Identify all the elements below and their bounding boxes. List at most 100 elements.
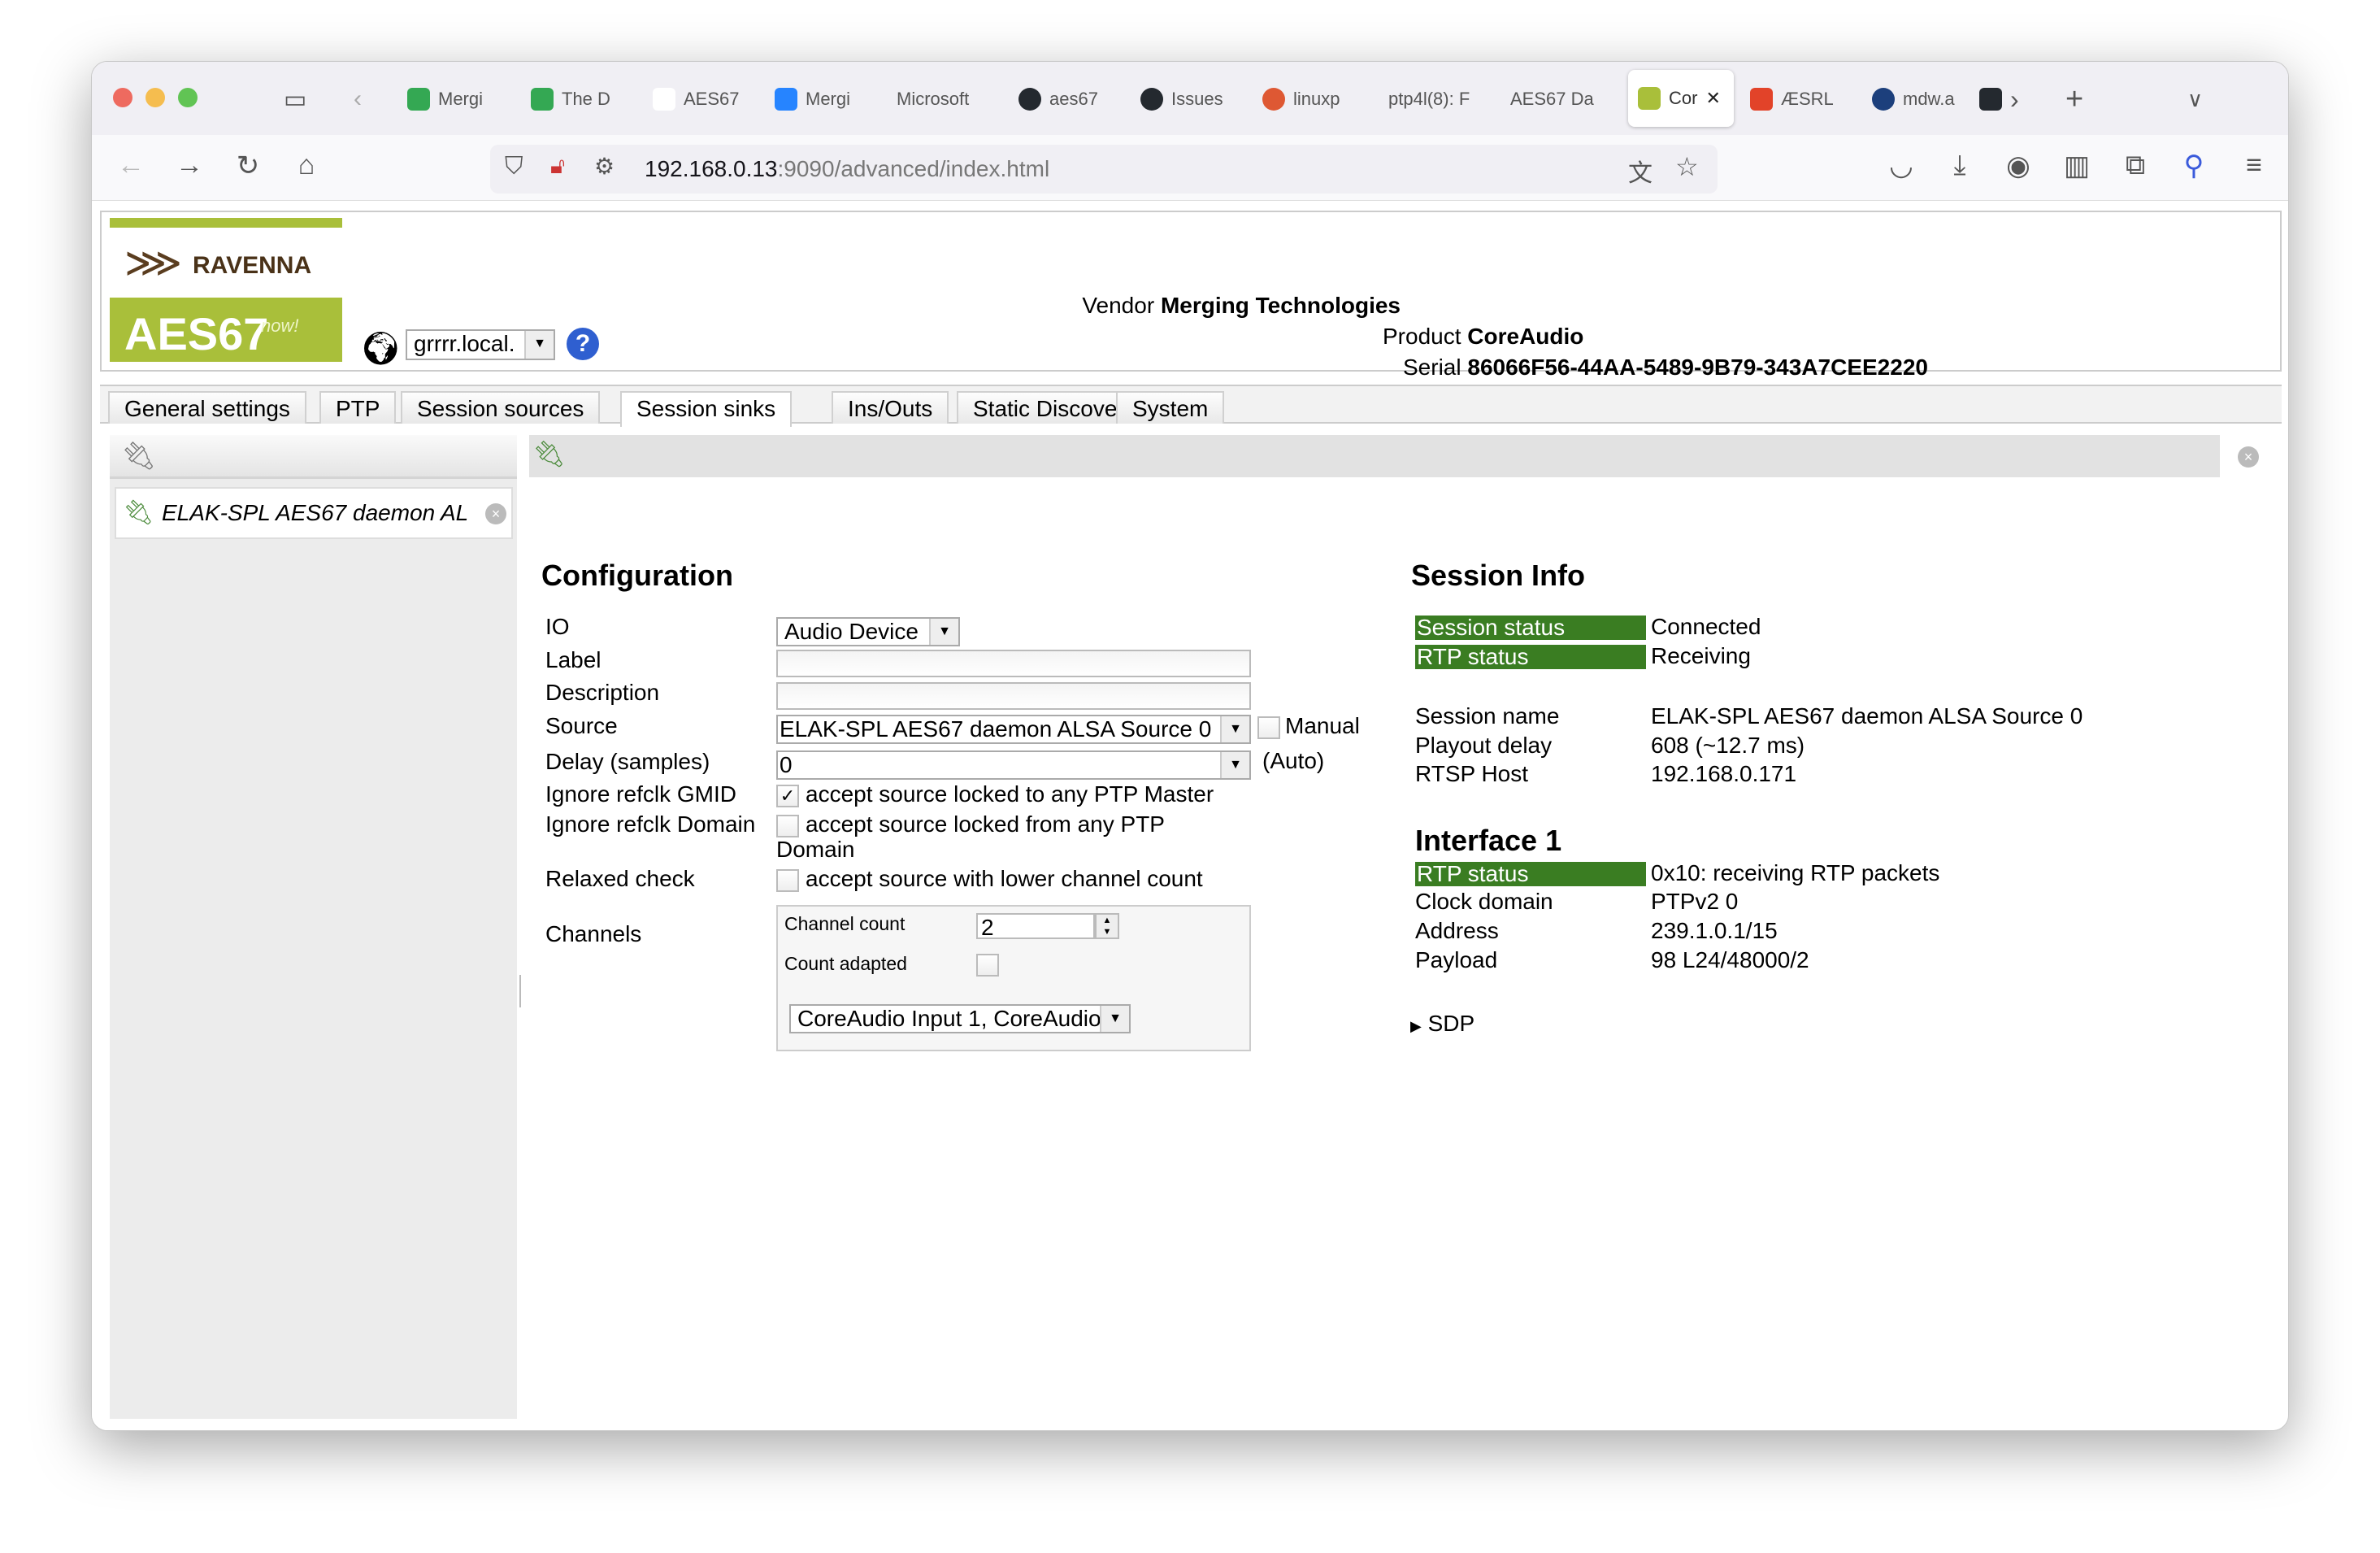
domain-checkbox[interactable] [776, 815, 799, 837]
logo-text-aes67: AES67 [124, 308, 269, 359]
source-label: Source [545, 713, 618, 738]
search-extension-icon[interactable]: ⚲ [2183, 150, 2204, 181]
new-tab-icon[interactable]: + [2065, 83, 2084, 115]
browser-tab-label: Issues [1171, 89, 1223, 109]
help-icon[interactable]: ? [567, 328, 599, 360]
close-tab-icon[interactable]: ✕ [1705, 88, 1721, 108]
splitter-handle[interactable] [519, 975, 521, 1007]
menu-icon[interactable]: ≡ [2246, 150, 2262, 181]
relaxed-checkbox[interactable] [776, 869, 799, 892]
scroll-tabs-right-icon[interactable]: › [2010, 84, 2019, 114]
sinks-sidebar-header: 🔌︎ [110, 435, 517, 479]
tab-system[interactable]: System [1116, 391, 1225, 424]
chevron-down-icon: ▼ [1100, 1006, 1129, 1032]
extensions-icon[interactable]: ⧉ [2125, 150, 2146, 181]
back-icon[interactable]: ← [117, 150, 145, 181]
description-input[interactable] [776, 682, 1251, 710]
source-select-value: ELAK-SPL AES67 daemon ALSA Source 0 [780, 716, 1212, 742]
interface-heading: Interface 1 [1415, 824, 1562, 857]
close-window-button[interactable] [113, 88, 132, 107]
sdp-disclosure[interactable]: ▶ SDP [1410, 1011, 1474, 1037]
list-tabs-icon[interactable]: ∨ [2187, 86, 2204, 111]
channel-count-input[interactable]: 2 [976, 913, 1095, 939]
label-label: Label [545, 647, 602, 672]
delay-select[interactable]: 0 ▼ [776, 750, 1251, 780]
browser-tab[interactable]: AES67 [653, 83, 758, 115]
relaxed-text: accept source with lower channel count [806, 866, 1203, 891]
count-adapted-label: Count adapted [784, 953, 907, 974]
translate-icon[interactable]: 文 [1628, 160, 1653, 187]
browser-tab[interactable]: Cor ✕ [1628, 70, 1734, 127]
permissions-icon[interactable]: ⚙ [594, 154, 615, 179]
browser-tab[interactable]: Microsoft [897, 83, 1002, 115]
browser-tab[interactable]: linuxp [1262, 83, 1368, 115]
reload-icon[interactable]: ↻ [236, 150, 260, 181]
gmid-checkbox[interactable]: ✓ [776, 785, 799, 807]
pinned-tab[interactable] [1979, 83, 2002, 115]
session-status-label: Session status [1415, 616, 1646, 640]
forward-icon[interactable]: → [176, 150, 203, 181]
chevron-down-icon: ▼ [1220, 752, 1249, 778]
rtsp-host-value: 192.168.0.171 [1651, 761, 1797, 786]
add-sink-plug-icon[interactable]: 🔌︎ [121, 441, 157, 472]
home-icon[interactable]: ⌂ [298, 150, 315, 181]
downloads-icon[interactable]: ⤓ [1953, 150, 1966, 181]
browser-tab-label: ÆSRL [1781, 89, 1834, 109]
account-icon[interactable]: ◉ [2006, 150, 2030, 181]
browser-tab-label: AES67 [684, 89, 740, 109]
browser-tab-label: linuxp [1293, 89, 1340, 109]
wikipedia-icon [653, 88, 675, 111]
nav-toolbar: ← → ↻ ⌂ ⛉ 🔓︎ ⚙ 192.168.0.13:9090/advance… [92, 135, 2288, 201]
delay-auto-label: (Auto) [1262, 748, 1325, 773]
gitlab-icon [1750, 88, 1773, 111]
host-select[interactable]: grrrr.local. ▼ [406, 329, 555, 360]
address-bar[interactable]: ⛉ 🔓︎ ⚙ 192.168.0.13:9090/advanced/index.… [490, 145, 1718, 194]
channel-map-select[interactable]: CoreAudio Input 1, CoreAudio ▼ [789, 1004, 1131, 1033]
logo-text-ravenna: RAVENNA [193, 252, 312, 279]
close-detail-icon[interactable]: × [2238, 446, 2259, 468]
url-host: 192.168.0.13 [645, 156, 778, 181]
channel-count-stepper[interactable]: ▲ ▼ [1095, 913, 1119, 939]
browser-tab[interactable]: AES67 Da [1510, 83, 1616, 115]
label-input[interactable] [776, 650, 1251, 677]
manual-checkbox[interactable] [1257, 716, 1280, 739]
globe-icon: 🌍︎ [360, 331, 402, 367]
configuration-heading: Configuration [541, 559, 733, 592]
tab-session-sources[interactable]: Session sources [401, 391, 601, 424]
serial-line: Serial 86066F56-44AA-5489-9B79-343A7CEE2… [1403, 355, 1928, 381]
scroll-tabs-left-icon[interactable]: ‹ [354, 85, 362, 112]
tab-overview-icon[interactable]: ▭ [284, 85, 307, 113]
browser-tab[interactable]: ptp4l(8): F [1388, 83, 1494, 115]
pocket-icon[interactable]: ◡ [1889, 150, 1913, 181]
browser-tab[interactable]: Issues [1140, 83, 1246, 115]
tab-ins-outs[interactable]: Ins/Outs [832, 391, 949, 424]
source-select[interactable]: ELAK-SPL AES67 daemon ALSA Source 0 ▼ [776, 715, 1251, 744]
tab-general-settings[interactable]: General settings [108, 391, 306, 424]
pinned-tab-icon[interactable] [1979, 88, 2002, 111]
clock-domain-label: Clock domain [1415, 889, 1553, 914]
tab-ptp[interactable]: PTP [319, 391, 397, 424]
library-icon[interactable]: ▥ [2063, 150, 2091, 181]
browser-tab[interactable]: ÆSRL [1750, 83, 1856, 115]
count-adapted-checkbox[interactable] [976, 954, 999, 977]
rtsp-host-label: RTSP Host [1415, 761, 1529, 786]
vendor-line: Vendor Merging Technologies [1082, 293, 1401, 319]
browser-tab[interactable]: Mergi [775, 83, 880, 115]
browser-tab[interactable]: The D [531, 83, 636, 115]
tab-session-sinks[interactable]: Session sinks [620, 391, 793, 427]
browser-tab[interactable]: aes67 [1018, 83, 1124, 115]
page-header [100, 211, 2282, 372]
io-select[interactable]: Audio Device ▼ [776, 617, 960, 646]
zoom-window-button[interactable] [178, 88, 198, 107]
bookmark-star-icon[interactable]: ☆ [1675, 152, 1699, 181]
browser-tab-label: The D [562, 89, 610, 109]
minimize-window-button[interactable] [145, 88, 165, 107]
browser-tab[interactable]: mdw.a [1872, 83, 1978, 115]
sink-list-item[interactable]: 🔌︎ ELAK-SPL AES67 daemon AL × [115, 487, 513, 539]
browser-tab-label: mdw.a [1903, 89, 1955, 109]
remove-sink-icon[interactable]: × [485, 503, 506, 524]
browser-tab[interactable]: Mergi [407, 83, 513, 115]
shield-icon[interactable]: ⛉ [505, 153, 523, 180]
insecure-lock-icon[interactable]: 🔓︎ [550, 153, 566, 178]
sink-name: ELAK-SPL AES67 daemon AL [162, 500, 469, 525]
